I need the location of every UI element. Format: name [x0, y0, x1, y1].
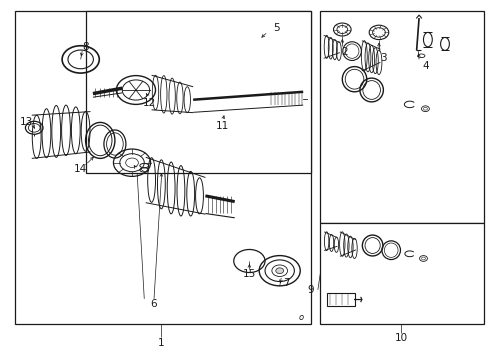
- Text: 6: 6: [150, 299, 157, 309]
- Text: 10: 10: [394, 333, 407, 343]
- Text: 13: 13: [20, 117, 34, 127]
- Text: 11: 11: [215, 121, 229, 131]
- Text: 12: 12: [142, 98, 156, 108]
- Polygon shape: [320, 223, 483, 324]
- Circle shape: [275, 268, 283, 274]
- Text: 9: 9: [306, 285, 313, 295]
- Text: 5: 5: [272, 23, 279, 33]
- Text: 15: 15: [242, 269, 256, 279]
- Text: o: o: [298, 313, 303, 322]
- Text: 1: 1: [158, 338, 164, 348]
- Text: 2: 2: [341, 47, 347, 57]
- Text: 8: 8: [82, 42, 89, 52]
- Polygon shape: [15, 11, 310, 324]
- Text: 14: 14: [74, 164, 87, 174]
- Text: 3: 3: [380, 53, 386, 63]
- Polygon shape: [85, 11, 310, 173]
- Text: 7: 7: [282, 278, 289, 288]
- Polygon shape: [320, 11, 483, 223]
- Text: 4: 4: [421, 60, 428, 71]
